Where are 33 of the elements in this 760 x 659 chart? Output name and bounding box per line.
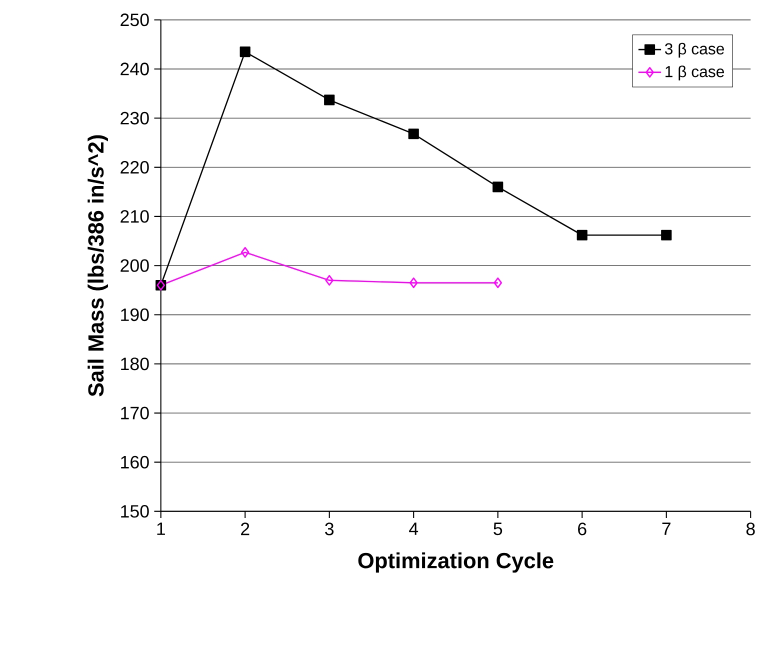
y-tick-label: 160 xyxy=(121,456,149,468)
x-tick-label: 1 xyxy=(157,522,165,535)
x-tick-label: 6 xyxy=(578,522,586,536)
legend-label: 3 β case xyxy=(664,42,724,58)
y-axis-title: Sail Mass (lbs/386 in/s^2) xyxy=(88,135,108,396)
x-tick-label: 5 xyxy=(494,522,502,535)
y-tick-label: 240 xyxy=(120,62,149,76)
x-axis-title: Optimization Cycle xyxy=(358,552,554,573)
y-tick-label: 220 xyxy=(120,160,149,174)
point xyxy=(492,182,504,192)
point xyxy=(661,230,672,240)
y-tick-label: 250 xyxy=(120,13,149,26)
point xyxy=(576,230,588,240)
y-tick-label: 190 xyxy=(121,308,149,321)
y-tick-label: 210 xyxy=(120,210,149,223)
x-tick-label: 8 xyxy=(746,522,755,536)
x-tick-label: 4 xyxy=(409,522,418,535)
y-tick-label: 170 xyxy=(121,406,149,420)
point xyxy=(240,246,250,258)
point xyxy=(494,277,502,288)
y-tick-label: 150 xyxy=(121,504,149,518)
point xyxy=(325,274,334,286)
y-tick-label: 230 xyxy=(120,112,149,124)
legend-label: 1 β case xyxy=(666,65,724,80)
x-tick-label: 3 xyxy=(325,522,334,536)
x-tick-label: 2 xyxy=(241,522,250,535)
point xyxy=(408,128,419,140)
y-tick-label: 200 xyxy=(120,259,149,272)
point xyxy=(324,94,335,106)
point xyxy=(409,277,418,288)
y-tick-label: 180 xyxy=(121,357,149,370)
point xyxy=(240,46,250,57)
x-tick-label: 7 xyxy=(662,522,670,535)
